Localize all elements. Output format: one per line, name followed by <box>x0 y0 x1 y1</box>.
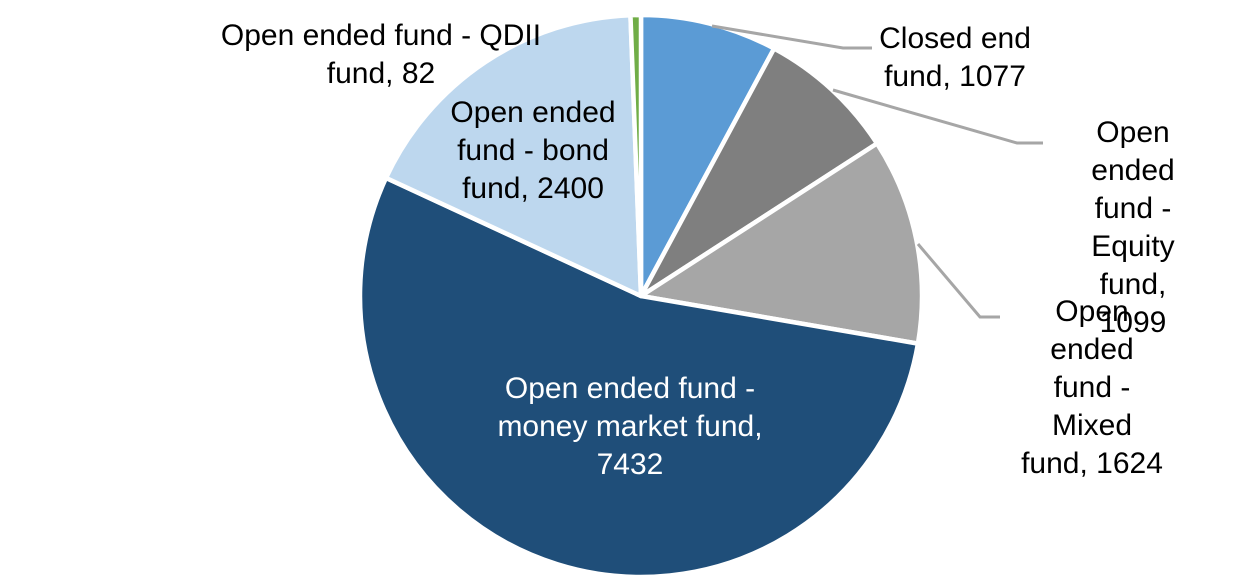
data-label-bond-fund: Open ended fund - bond fund, 2400 <box>450 96 616 205</box>
pie-slice-open-ended-fund-money-market-fund <box>357 175 921 580</box>
data-label-qdii-fund: Open ended fund - QDII fund, 82 <box>220 19 542 90</box>
pie-slice-open-ended-fund-qdii-fund <box>628 12 644 299</box>
pie-slice-closed-end-fund <box>638 12 777 299</box>
data-label-money-market-fund: Open ended fund - money market fund, 743… <box>497 372 763 481</box>
data-label-equity-fund: Open ended fund - Equity fund, 1099 <box>1091 116 1175 339</box>
leader-line-closed-end-fund <box>711 24 872 50</box>
data-label-closed-end-fund: Closed end fund, 1077 <box>879 22 1031 93</box>
pie-slice-open-ended-fund-mixed-fund <box>638 141 925 346</box>
data-label-mixed-fund: Open ended fund - Mixed fund, 1624 <box>1021 295 1163 480</box>
pie-slice-open-ended-fund-equity-fund <box>638 46 880 299</box>
pie-slice-open-ended-fund-bond-fund <box>383 12 644 299</box>
leader-line-open-ended-fund-equity-fund <box>832 88 1043 145</box>
leader-line-open-ended-fund-mixed-fund <box>916 243 1000 319</box>
